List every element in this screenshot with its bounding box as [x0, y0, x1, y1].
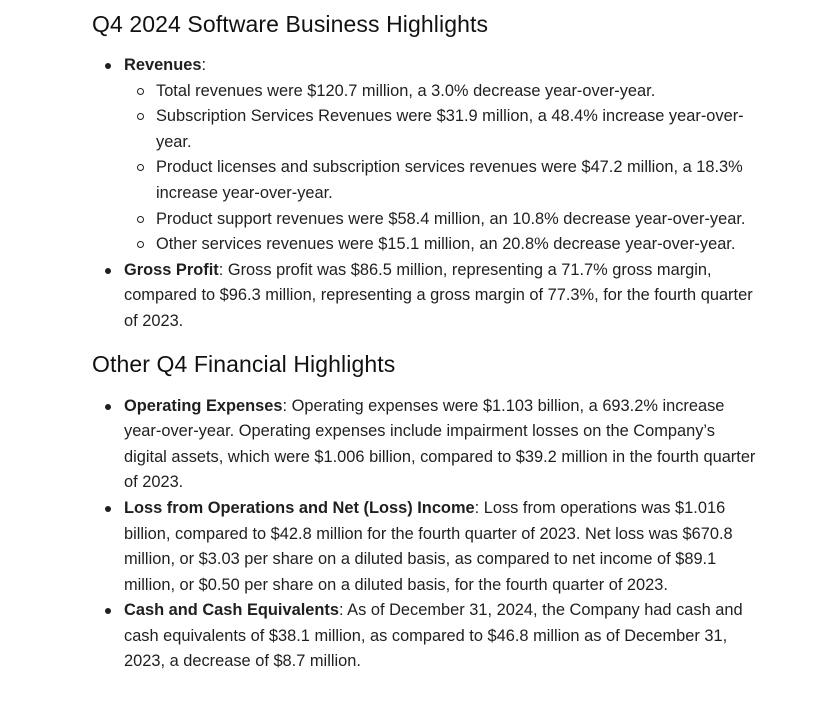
list-item-loss-from-operations: Loss from Operations and Net (Loss) Inco… [92, 496, 762, 598]
list-item-subscription-services-revenues: Subscription Services Revenues were $31.… [124, 104, 756, 155]
operating-expenses-text: : Operating expenses were $1.103 billion… [124, 396, 756, 492]
section-title-other-financial-highlights: Other Q4 Financial Highlights [92, 350, 396, 377]
gross-profit-label: Gross Profit [124, 260, 219, 279]
loss-from-operations-label: Loss from Operations and Net (Loss) Inco… [124, 498, 475, 517]
cash-equivalents-label: Cash and Cash Equivalents [124, 601, 339, 620]
list-item-other-services-revenues: Other services revenues were $15.1 milli… [124, 232, 756, 258]
list-item-product-support-revenues: Product support revenues were $58.4 mill… [124, 207, 756, 233]
list-item-operating-expenses: Operating Expenses: Operating expenses w… [92, 394, 762, 496]
revenues-sublist: Total revenues were $120.7 million, a 3.… [124, 79, 762, 258]
cash-equivalents-text: : As of December 31, 2024, the Company h… [124, 601, 743, 671]
software-highlights-list: Revenues: Total revenues were $120.7 mil… [92, 53, 762, 335]
list-item-revenues: Revenues: Total revenues were $120.7 mil… [92, 53, 762, 258]
operating-expenses-label: Operating Expenses [124, 396, 283, 415]
section-title-software-highlights: Q4 2024 Software Business Highlights [92, 11, 489, 37]
loss-from-operations-text: : Loss from operations was $1.016 billio… [124, 498, 733, 594]
list-item-cash-equivalents: Cash and Cash Equivalents: As of Decembe… [92, 598, 762, 675]
list-item-total-revenues: Total revenues were $120.7 million, a 3.… [124, 79, 756, 105]
revenues-label: Revenues [124, 56, 202, 74]
list-item-gross-profit: Gross Profit: Gross profit was $86.5 mil… [92, 258, 762, 335]
list-item-product-licenses-revenues: Product licenses and subscription servic… [124, 155, 756, 206]
other-highlights-list: Operating Expenses: Operating expenses w… [92, 394, 762, 676]
gross-profit-text: : Gross profit was $86.5 million, repres… [124, 260, 753, 330]
revenues-colon: : [201, 56, 207, 74]
